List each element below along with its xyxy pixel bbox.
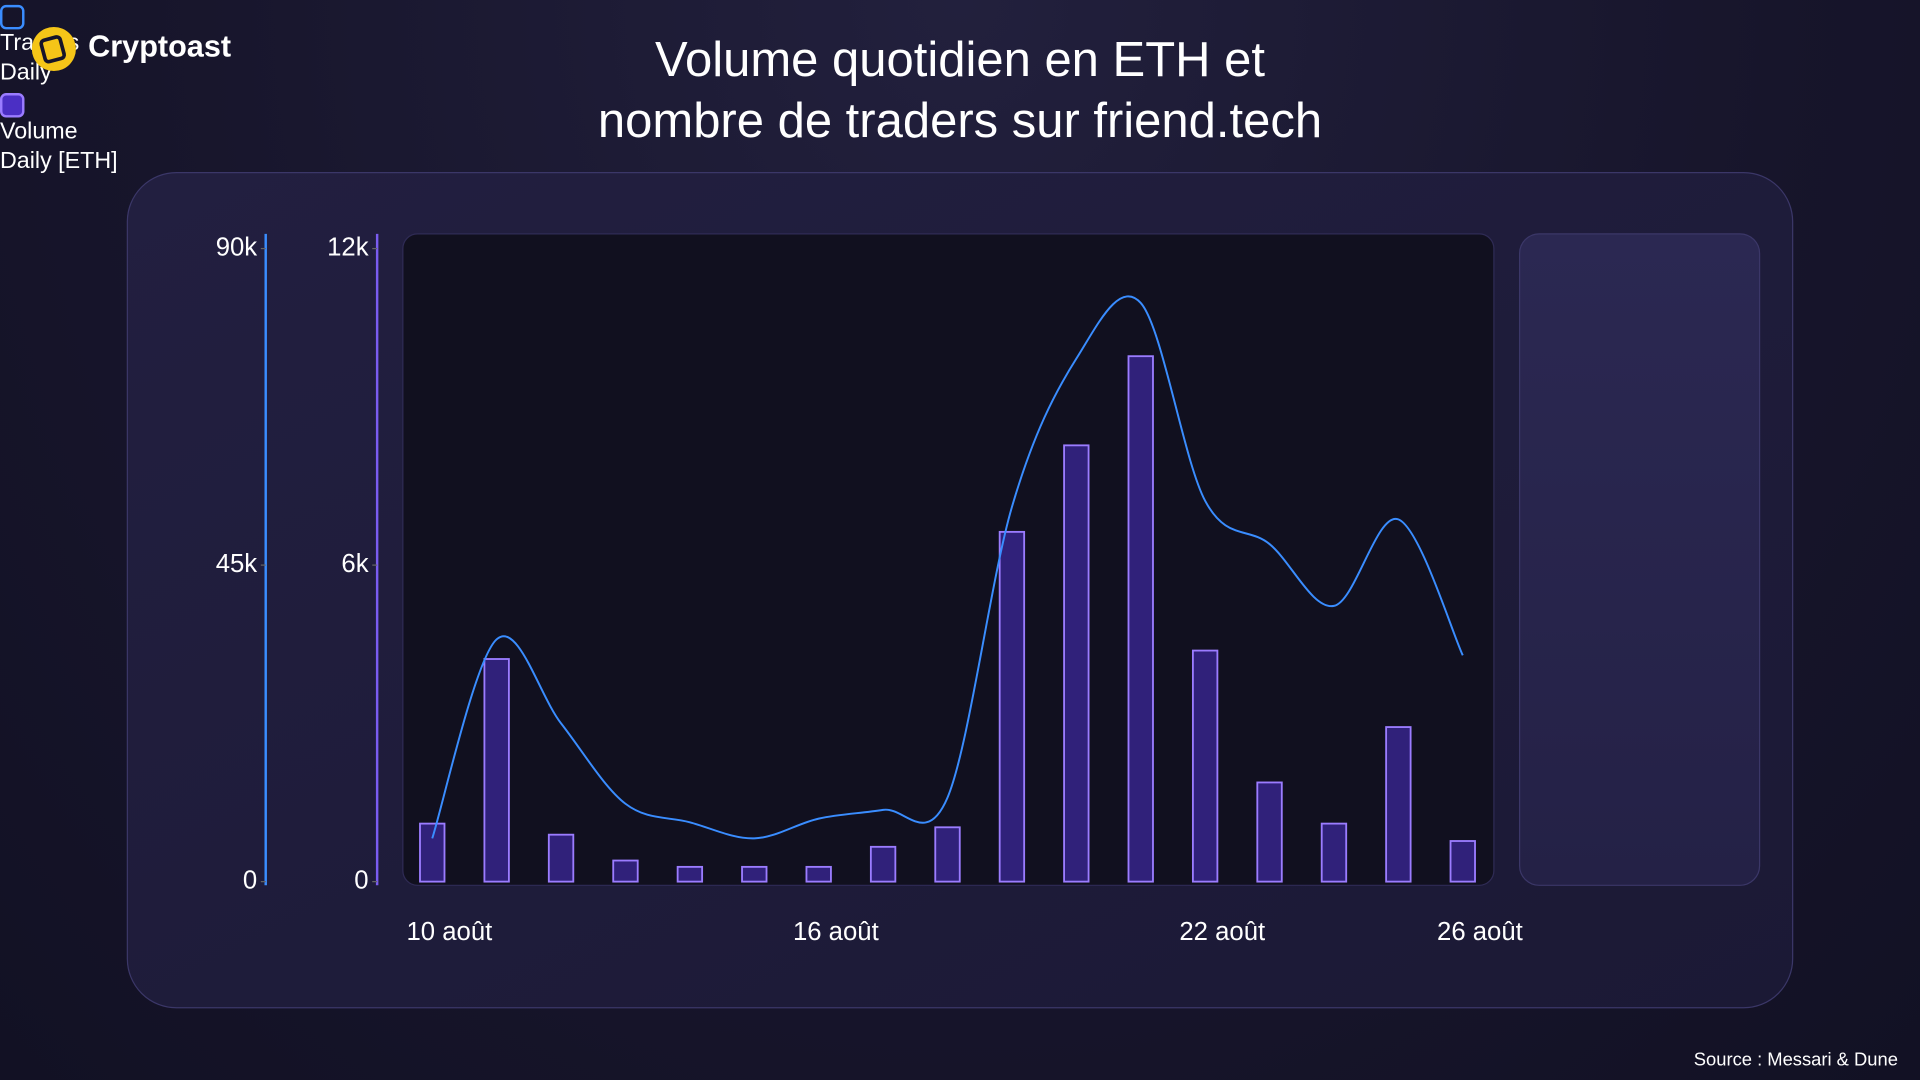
- brand: Cryptoast: [88, 29, 232, 64]
- legend-item: Volume Daily [ETH]: [0, 93, 1920, 176]
- bar: [741, 865, 768, 883]
- plot-area: [402, 233, 1495, 886]
- bar: [1449, 840, 1476, 883]
- legend-label: Volume Daily [ETH]: [0, 118, 118, 174]
- x-tick-label: 10 août: [407, 918, 493, 946]
- bar: [1063, 444, 1090, 883]
- x-tick-label: 26 août: [1437, 918, 1523, 946]
- bar: [547, 833, 575, 883]
- bar: [869, 845, 897, 883]
- y-tick-label: 0: [354, 866, 368, 894]
- brand-logo: [31, 26, 76, 72]
- x-tick-label: 22 août: [1179, 918, 1265, 946]
- source: Source : Messari & Dune: [1693, 1049, 1898, 1071]
- x-tick-label: 16 août: [793, 918, 879, 946]
- bar: [483, 658, 510, 883]
- bar: [612, 859, 639, 883]
- bar: [1127, 355, 1154, 883]
- y2-tick-label: 0: [243, 866, 257, 894]
- y-tick-label: 6k: [341, 550, 368, 578]
- bar: [1256, 781, 1283, 883]
- bar: [934, 826, 961, 883]
- bar: [676, 865, 704, 883]
- brand-logo-mark: [39, 35, 67, 64]
- bar: [998, 530, 1026, 883]
- y2-tick-label: 90k: [216, 233, 258, 261]
- bar: [805, 865, 832, 883]
- bar: [1191, 649, 1219, 883]
- bar: [419, 822, 446, 883]
- bar: [1385, 726, 1412, 883]
- y2-tick-label: 45k: [216, 550, 258, 578]
- legend-panel: [1518, 233, 1761, 886]
- legend-swatch: [0, 4, 25, 30]
- bar: [1320, 822, 1348, 883]
- line: [431, 295, 1464, 840]
- chart-title: Volume quotidien en ETH et nombre de tra…: [597, 33, 1323, 149]
- legend-swatch: [0, 93, 25, 118]
- y-tick-label: 12k: [327, 233, 369, 261]
